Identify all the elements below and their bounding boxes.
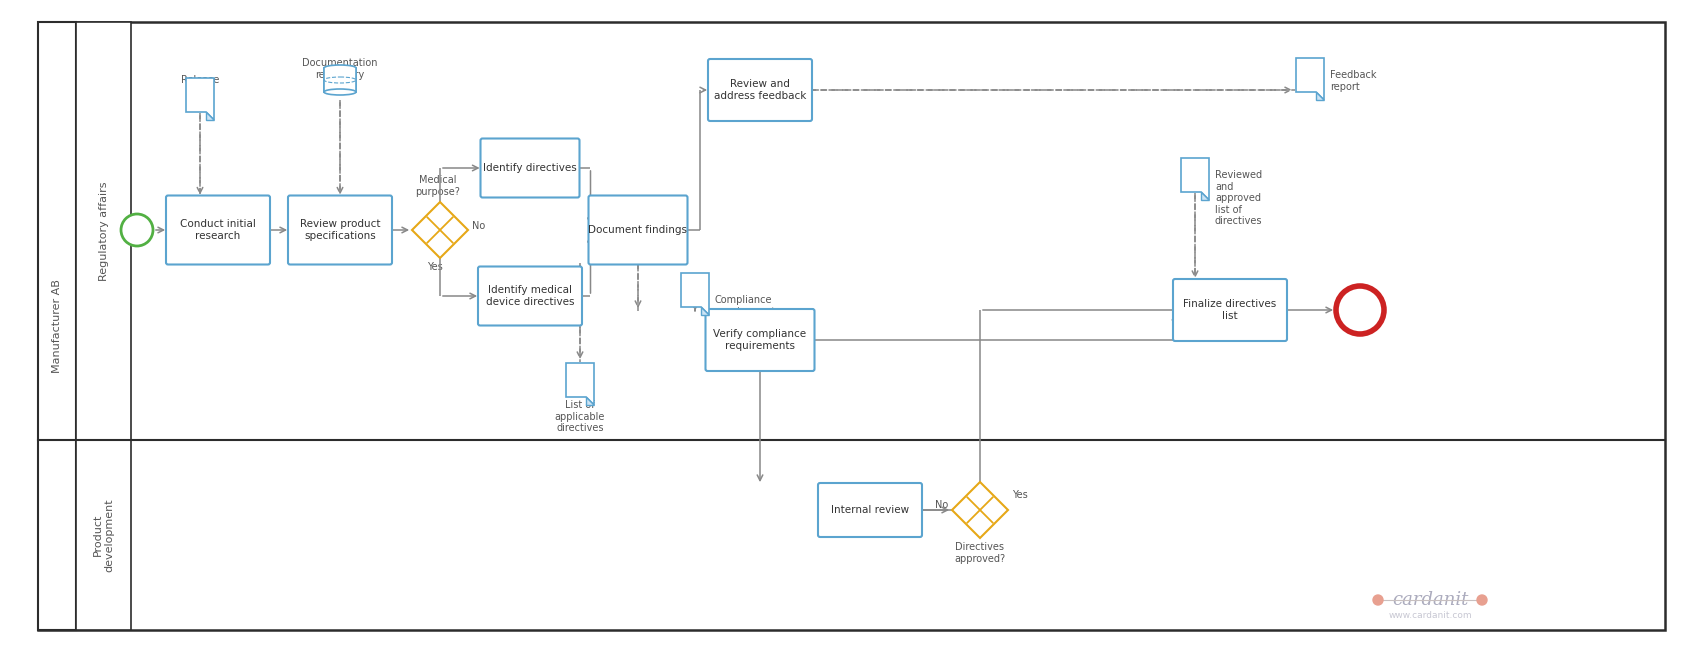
Text: Yes: Yes [1012, 490, 1028, 500]
Polygon shape [1182, 158, 1209, 200]
Polygon shape [1316, 92, 1324, 100]
Circle shape [1374, 595, 1384, 605]
Circle shape [1477, 595, 1488, 605]
Text: Release
notes: Release notes [180, 75, 219, 96]
FancyBboxPatch shape [481, 138, 580, 198]
Circle shape [121, 214, 153, 246]
Polygon shape [586, 397, 593, 405]
Text: Directives
approved?: Directives approved? [954, 542, 1006, 563]
Text: Conduct initial
research: Conduct initial research [180, 219, 257, 241]
Polygon shape [566, 363, 593, 405]
FancyBboxPatch shape [706, 309, 814, 371]
Text: Finalize directives
list: Finalize directives list [1183, 299, 1277, 321]
Text: Yes: Yes [427, 262, 444, 272]
Bar [37, 22, 76, 630]
Polygon shape [952, 482, 1008, 538]
Text: List of
applicable
directives: List of applicable directives [554, 400, 605, 433]
FancyBboxPatch shape [1173, 279, 1287, 341]
Text: Product
development: Product development [94, 498, 114, 572]
FancyBboxPatch shape [167, 196, 270, 265]
Text: Internal review: Internal review [831, 505, 910, 515]
Polygon shape [682, 273, 709, 315]
Ellipse shape [325, 89, 355, 95]
Polygon shape [206, 112, 214, 120]
Text: No: No [935, 500, 949, 510]
FancyBboxPatch shape [818, 483, 921, 537]
Text: Manufacturer AB: Manufacturer AB [53, 279, 61, 373]
Text: Feedback
report: Feedback report [1329, 70, 1377, 91]
Bar [76, 440, 131, 630]
Text: Review product
specifications: Review product specifications [299, 219, 381, 241]
Polygon shape [411, 202, 468, 258]
Text: Identify directives: Identify directives [483, 163, 576, 173]
Bar [325, 68, 355, 92]
FancyBboxPatch shape [287, 196, 393, 265]
Text: Document findings: Document findings [588, 225, 687, 235]
Polygon shape [1202, 192, 1209, 200]
FancyBboxPatch shape [707, 59, 813, 121]
Text: www.cardanit.com: www.cardanit.com [1389, 612, 1472, 621]
Ellipse shape [325, 65, 355, 71]
Bar [76, 22, 131, 440]
Text: Regulatory affairs: Regulatory affairs [99, 181, 109, 281]
Text: Identify medical
device directives: Identify medical device directives [486, 285, 575, 307]
Polygon shape [700, 307, 709, 315]
Text: Reviewed
and
approved
list of
directives: Reviewed and approved list of directives [1216, 170, 1263, 226]
Text: Verify compliance
requirements: Verify compliance requirements [714, 329, 806, 351]
Text: cardanit: cardanit [1392, 591, 1469, 609]
FancyBboxPatch shape [478, 267, 581, 325]
FancyBboxPatch shape [588, 196, 687, 265]
Text: Medical
purpose?: Medical purpose? [415, 175, 461, 197]
Text: Review and
address feedback: Review and address feedback [714, 79, 806, 101]
Circle shape [1336, 286, 1384, 334]
Polygon shape [185, 78, 214, 120]
Text: Compliance
requirements
document: Compliance requirements document [716, 295, 780, 328]
Ellipse shape [325, 77, 355, 83]
Text: No: No [473, 221, 484, 231]
Text: Documentation
repository: Documentation repository [303, 58, 377, 80]
Polygon shape [1295, 58, 1324, 100]
